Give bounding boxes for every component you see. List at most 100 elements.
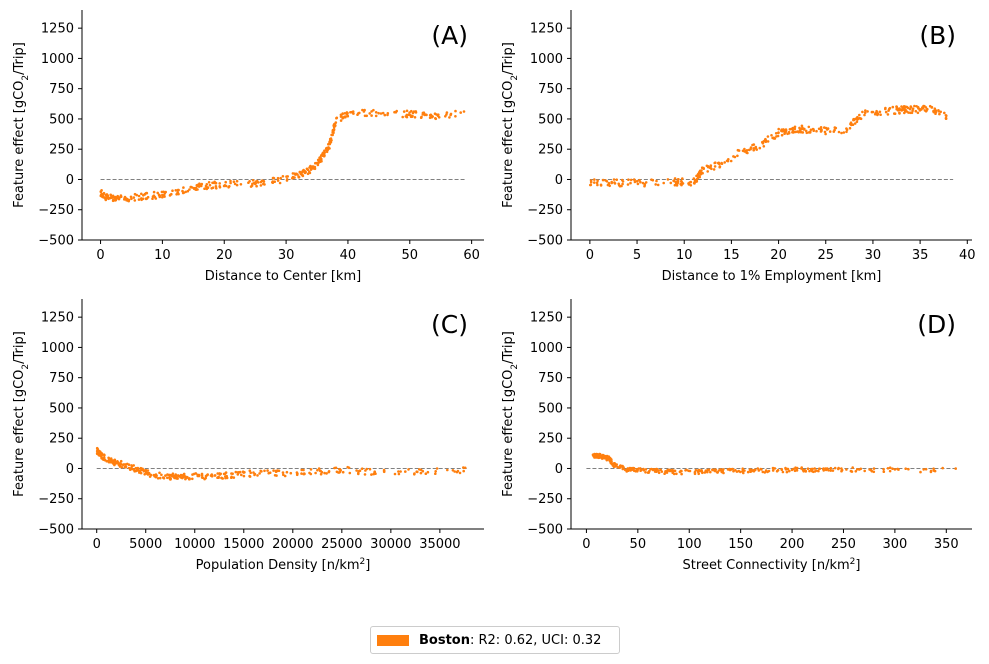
data-point	[232, 180, 236, 183]
data-point	[225, 476, 229, 480]
data-point	[370, 114, 373, 117]
data-point	[316, 468, 319, 472]
data-point	[833, 126, 837, 129]
data-point	[791, 131, 794, 134]
data-point	[760, 468, 763, 471]
data-point	[713, 165, 717, 168]
data-point	[840, 131, 843, 135]
data-point	[272, 176, 275, 180]
data-point	[737, 469, 741, 473]
data-point	[332, 128, 336, 132]
data-point	[627, 178, 630, 181]
x-tick-label: 30	[278, 248, 295, 263]
x-tick-label: 20	[770, 248, 787, 263]
data-point	[251, 179, 255, 182]
x-tick-label: 5000	[129, 537, 162, 552]
data-point	[886, 467, 890, 470]
data-point	[444, 115, 447, 118]
data-point	[210, 475, 214, 478]
data-point	[344, 115, 347, 119]
data-point	[120, 466, 124, 469]
data-point	[863, 113, 866, 117]
data-point	[666, 468, 670, 472]
data-point	[673, 183, 677, 187]
data-point	[785, 470, 789, 474]
data-point	[374, 111, 378, 114]
data-point	[639, 180, 642, 184]
data-point	[853, 122, 857, 125]
x-tick-label: 60	[463, 248, 480, 263]
data-point	[158, 476, 162, 480]
data-point	[711, 468, 714, 472]
data-point	[99, 454, 103, 458]
data-point	[879, 113, 882, 116]
data-point	[351, 110, 355, 113]
data-point	[377, 111, 380, 115]
data-point	[855, 120, 859, 123]
data-point	[684, 469, 687, 472]
x-tick-label: 200	[780, 537, 805, 552]
data-point	[299, 172, 303, 176]
data-point	[166, 476, 169, 480]
data-point	[181, 189, 184, 193]
data-point	[893, 468, 897, 471]
data-point	[224, 180, 227, 184]
data-point	[434, 470, 438, 473]
data-point	[798, 126, 801, 130]
data-point	[463, 466, 467, 470]
data-point	[662, 181, 665, 185]
data-point	[434, 117, 437, 120]
data-point	[189, 185, 193, 189]
data-point	[418, 468, 421, 471]
y-tick-label: 750	[538, 371, 563, 386]
data-point	[782, 128, 785, 131]
data-point	[271, 181, 275, 184]
data-point	[102, 458, 106, 461]
data-point	[300, 472, 303, 475]
x-axis-label: Street Connectivity [n/km2]	[683, 557, 861, 573]
data-point	[339, 119, 343, 122]
data-point	[629, 178, 633, 182]
data-point	[140, 198, 143, 202]
data-point	[771, 469, 775, 472]
data-point	[840, 469, 843, 473]
data-point	[770, 134, 773, 137]
data-point	[643, 184, 646, 188]
data-point	[772, 137, 776, 140]
data-point	[229, 179, 232, 183]
data-point	[822, 469, 825, 472]
data-point	[593, 178, 596, 181]
data-point	[642, 468, 646, 472]
data-point	[643, 182, 646, 186]
data-point	[706, 165, 710, 168]
data-point	[121, 463, 125, 467]
data-point	[688, 469, 692, 473]
data-point	[175, 193, 178, 196]
data-point	[381, 111, 385, 115]
data-point	[612, 178, 616, 181]
y-tick-label: 1000	[530, 52, 563, 67]
data-point	[720, 162, 724, 165]
data-point	[285, 470, 289, 474]
data-point	[676, 178, 680, 181]
y-tick-label: 750	[49, 82, 74, 97]
data-point	[612, 465, 616, 469]
data-point	[891, 105, 895, 109]
data-point	[144, 197, 148, 201]
data-point	[706, 170, 709, 173]
data-point	[334, 466, 338, 470]
data-point	[401, 115, 405, 119]
data-point	[339, 115, 343, 118]
data-point	[837, 467, 840, 471]
data-point	[454, 115, 457, 118]
data-point	[644, 181, 648, 184]
data-point	[206, 186, 210, 189]
data-point	[622, 466, 625, 469]
data-point	[763, 471, 767, 474]
data-point	[435, 467, 439, 470]
data-point	[742, 471, 745, 475]
data-point	[732, 155, 735, 158]
data-point	[162, 476, 166, 480]
x-tick-label: 40	[959, 248, 976, 263]
data-point	[693, 470, 697, 474]
